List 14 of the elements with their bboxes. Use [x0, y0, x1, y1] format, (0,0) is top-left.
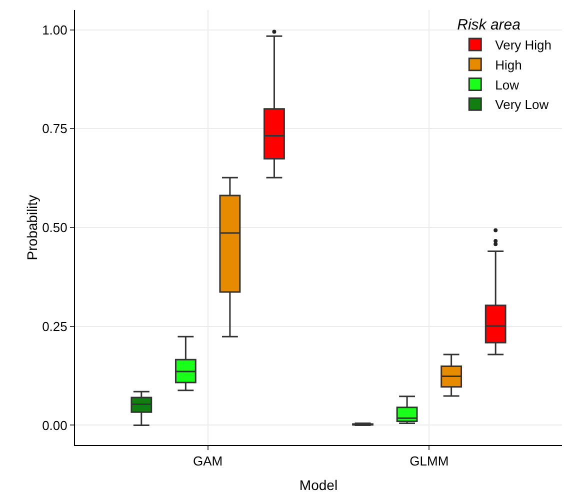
y-axis-title: Probability — [24, 194, 40, 260]
y-tick-label: 0.50 — [42, 220, 68, 236]
y-tick-label: 0.75 — [42, 121, 68, 136]
x-axis-title: Model — [299, 477, 338, 493]
legend-label: Low — [495, 77, 520, 92]
legend-title: Risk area — [457, 16, 520, 34]
x-tick-label: GAM — [193, 454, 223, 469]
legend-label: High — [495, 57, 522, 72]
x-tick-label: GLMM — [410, 454, 449, 469]
legend-label: Very High — [495, 38, 552, 53]
y-tick-label: 1.00 — [42, 22, 68, 38]
y-tick-label: 0.00 — [42, 418, 68, 433]
legend-label: Very Low — [495, 97, 550, 112]
y-tick-label: 0.25 — [42, 318, 68, 334]
